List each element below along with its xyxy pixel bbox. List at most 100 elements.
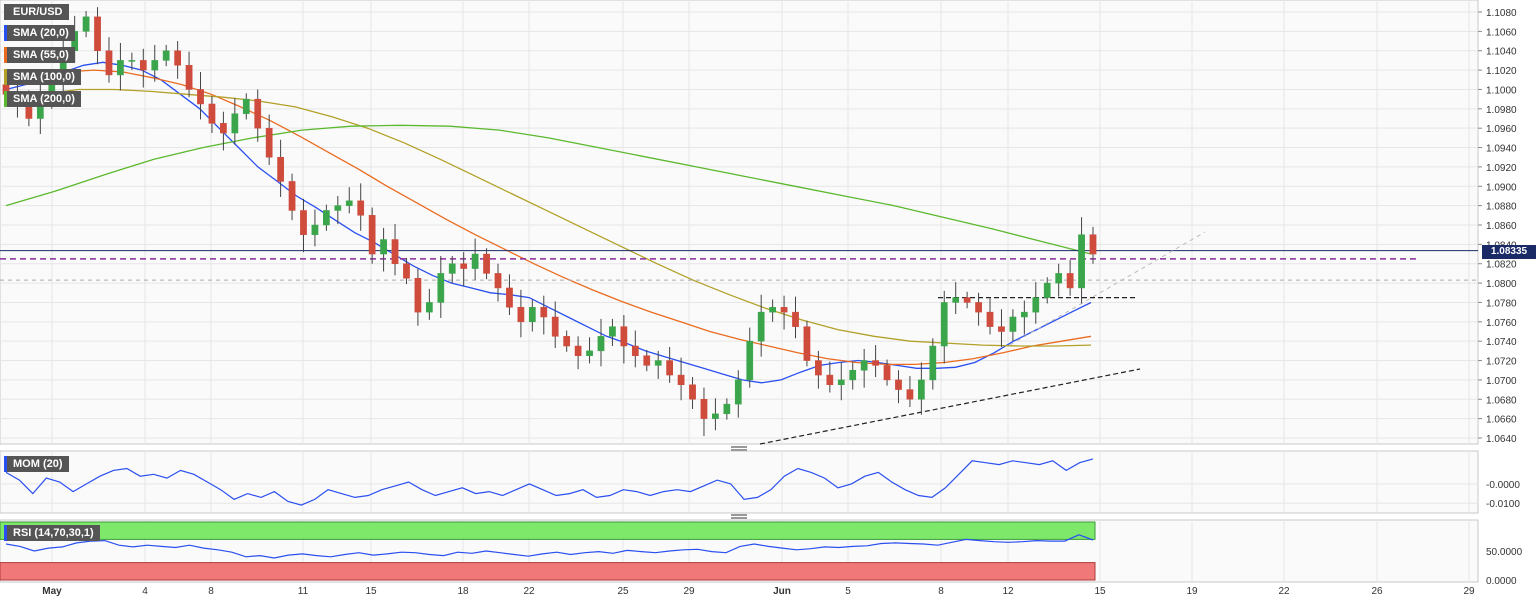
candle-body (437, 273, 445, 303)
candle-body (1055, 273, 1063, 284)
sma200-color-icon (4, 91, 7, 107)
pane-resize-handle-1[interactable] (731, 446, 747, 451)
sma100-color-icon (4, 69, 7, 85)
y-tick-label: 1.0920 (1486, 163, 1517, 174)
x-tick-label: 5 (845, 586, 851, 597)
candle-body (643, 355, 651, 366)
sma-line-4 (5, 124, 1092, 255)
y-tick-label: 1.0740 (1486, 337, 1517, 348)
x-tick-label: 15 (365, 586, 377, 597)
candle-body (757, 311, 765, 342)
candle-body (597, 336, 605, 352)
candle-body (403, 263, 410, 279)
candle-body (780, 307, 788, 313)
candle-body (815, 360, 822, 376)
x-tick-label: 18 (457, 586, 469, 597)
candle-body (471, 253, 479, 269)
candle-body (528, 307, 536, 323)
rsi-label[interactable]: RSI (14,70,30,1) (4, 525, 100, 541)
y-tick-label: 1.1020 (1486, 66, 1517, 77)
candle-body (380, 239, 387, 255)
candle-body (837, 379, 845, 385)
candle-body (117, 60, 124, 76)
indicator-lines (5, 458, 1094, 559)
y-tick-label: 1.1080 (1486, 8, 1517, 19)
candle-body (986, 311, 994, 327)
rsi-text: RSI (14,70,30,1) (13, 527, 94, 539)
candle-body (712, 413, 719, 419)
candle-body (1020, 311, 1028, 318)
pane-resize-handle-2[interactable] (731, 514, 747, 519)
rsi-zones (0, 521, 1096, 581)
x-tick-label: Jun (773, 586, 791, 597)
candle-body (666, 360, 674, 376)
candle-body (963, 297, 971, 303)
mom-label[interactable]: MOM (20) (4, 456, 69, 472)
candle-body (940, 302, 948, 347)
trendline-gray (1009, 231, 1206, 346)
candle-body (826, 374, 834, 385)
candle-body (723, 403, 731, 415)
candle-body (368, 215, 376, 255)
candle-body (277, 156, 284, 182)
y-tick-label: 1.0720 (1486, 357, 1517, 368)
candle-body (254, 98, 262, 129)
candle-body (872, 360, 879, 366)
y-tick-label: 1.0820 (1486, 260, 1517, 271)
y-tick-label: 1.0640 (1486, 434, 1517, 445)
candle-body (345, 200, 353, 206)
candle-body (551, 316, 559, 337)
symbol-label: EUR/USD (4, 4, 69, 20)
candle-body (460, 263, 468, 269)
candle-body (1078, 234, 1085, 289)
candle-body (185, 65, 193, 90)
candle-body (998, 326, 1005, 332)
candle-body (746, 340, 754, 381)
candle-body (700, 399, 708, 419)
candle-body (849, 369, 857, 381)
sma55-label[interactable]: SMA (55,0) (4, 47, 75, 63)
grid-lines (0, 0, 1478, 582)
candle-body (128, 60, 136, 62)
candle-body (1066, 273, 1074, 289)
candle-body (918, 379, 925, 400)
candle-body (734, 379, 742, 405)
y-tick-label: 1.0980 (1486, 105, 1517, 116)
rsi-color-icon (4, 525, 7, 541)
candle-body (563, 336, 571, 347)
candle-body (265, 127, 273, 158)
candle-body (506, 287, 513, 308)
rsi-y-tick-label: 50.0000 (1486, 547, 1523, 558)
y-tick-label: 1.0680 (1486, 395, 1517, 406)
trend-lines (0, 231, 1478, 445)
mom-text: MOM (20) (13, 458, 63, 470)
sma100-text: SMA (100,0) (13, 71, 75, 83)
candle-body (414, 278, 422, 313)
x-tick-label: 29 (683, 586, 695, 597)
sma20-color-icon (4, 25, 7, 41)
symbol-text: EUR/USD (13, 6, 63, 18)
candle-body (677, 374, 685, 385)
x-tick-label: 4 (142, 586, 148, 597)
last-price-box: 1.08335 (1482, 245, 1536, 259)
candle-body (448, 263, 456, 274)
x-tick-labels: May 4 8 11 15 18 22 25 29 Jun 5 8 12 15 19 22 26 29 (42, 586, 1475, 597)
candle-body (1032, 297, 1040, 313)
candle-body (895, 379, 902, 390)
sma20-label[interactable]: SMA (20,0) (4, 25, 75, 41)
candle-body (94, 16, 101, 51)
candle-body (197, 89, 204, 105)
y-tick-label: 1.0940 (1486, 144, 1517, 155)
candle-body (803, 326, 811, 361)
sma100-label[interactable]: SMA (100,0) (4, 69, 81, 85)
candle-body (334, 205, 342, 211)
sma200-label[interactable]: SMA (200,0) (4, 91, 81, 107)
y-tick-label: 1.0960 (1486, 124, 1517, 135)
candle-body (208, 103, 216, 124)
candle-body (231, 113, 239, 134)
candle-body (105, 50, 113, 76)
x-tick-label: 15 (1094, 586, 1106, 597)
candle-body (609, 326, 616, 337)
candle-body (323, 210, 330, 226)
mom-y-tick-label: -0.0100 (1486, 499, 1520, 510)
